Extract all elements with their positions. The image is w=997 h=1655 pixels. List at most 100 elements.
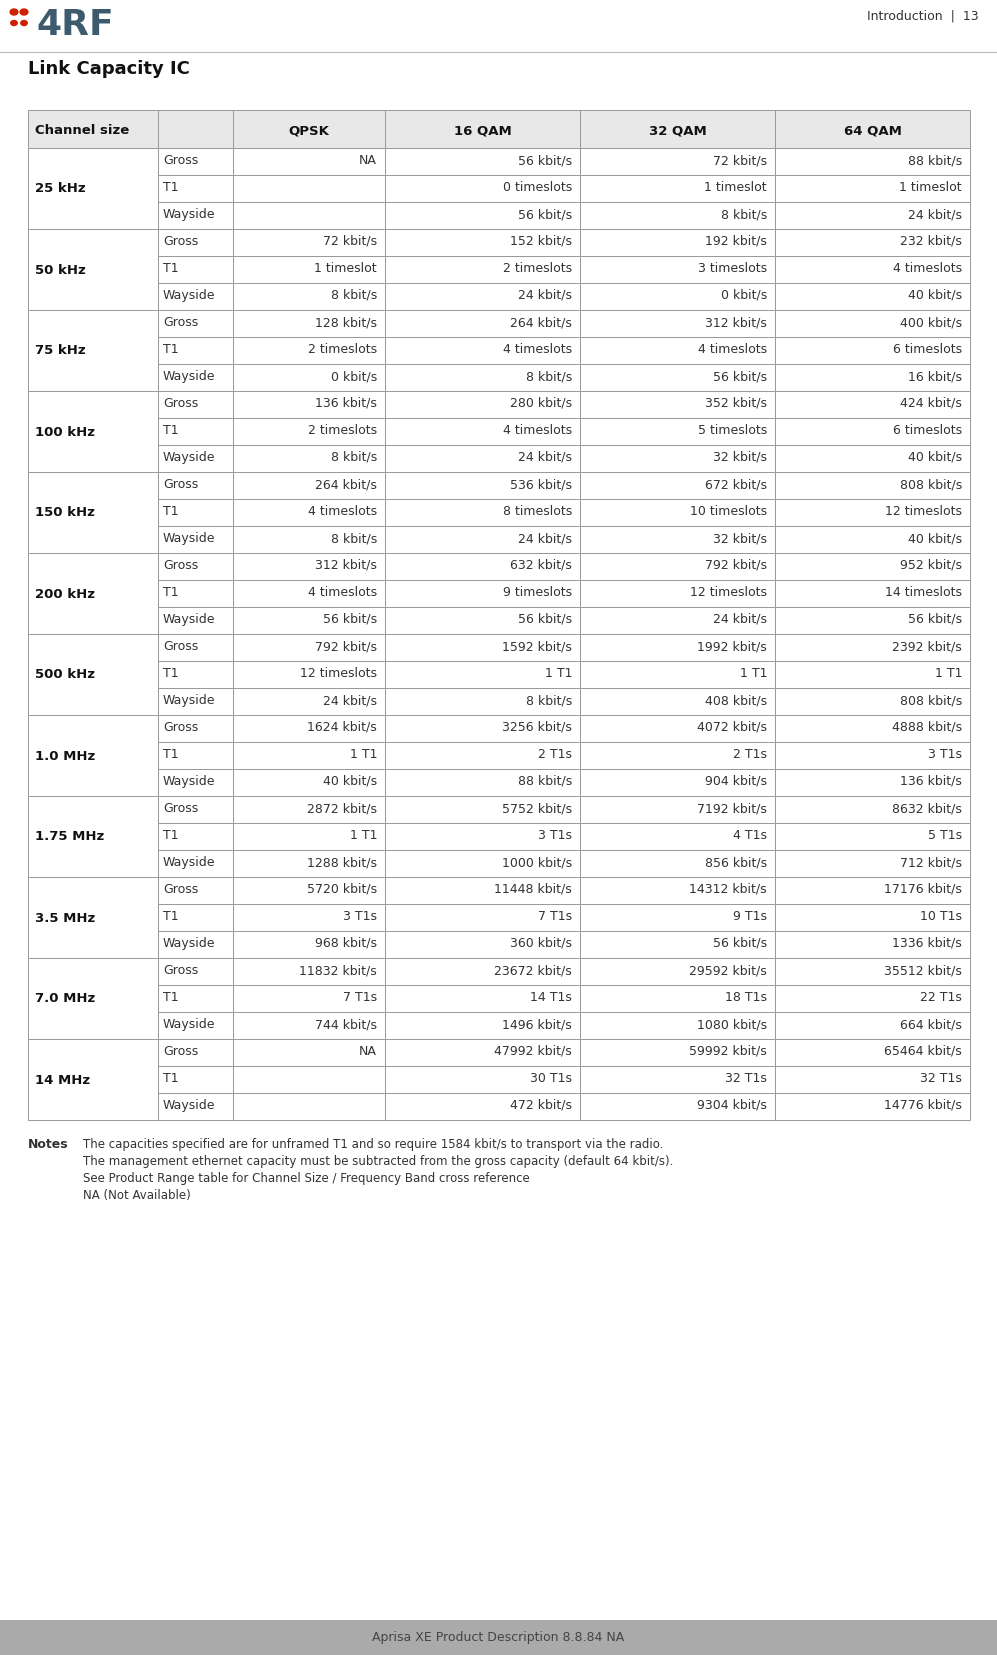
Bar: [775, 109, 970, 147]
Bar: [158, 1092, 233, 1120]
Ellipse shape: [11, 20, 17, 25]
Bar: [580, 877, 775, 904]
Text: 2 timeslots: 2 timeslots: [308, 343, 377, 356]
Text: 25 kHz: 25 kHz: [35, 182, 86, 195]
Text: 952 kbit/s: 952 kbit/s: [900, 559, 962, 573]
Bar: [385, 257, 580, 283]
Bar: [775, 553, 970, 579]
Bar: [0, 1620, 997, 1655]
Text: Wayside: Wayside: [163, 775, 215, 788]
Bar: [580, 741, 775, 770]
Text: Wayside: Wayside: [163, 693, 215, 707]
Text: Gross: Gross: [163, 154, 198, 167]
Bar: [580, 445, 775, 472]
Text: T1: T1: [163, 748, 178, 761]
Text: 1080 kbit/s: 1080 kbit/s: [697, 1018, 767, 1031]
Bar: [233, 109, 385, 147]
Text: 264 kbit/s: 264 kbit/s: [315, 478, 377, 492]
Text: 56 kbit/s: 56 kbit/s: [517, 154, 572, 167]
Text: 0 kbit/s: 0 kbit/s: [721, 290, 767, 301]
Bar: [158, 338, 233, 364]
Bar: [385, 1011, 580, 1039]
Text: Introduction  |  13: Introduction | 13: [867, 10, 979, 23]
Bar: [775, 741, 970, 770]
Bar: [28, 147, 158, 228]
Bar: [775, 364, 970, 391]
Text: 5752 kbit/s: 5752 kbit/s: [501, 803, 572, 814]
Text: Wayside: Wayside: [163, 1018, 215, 1031]
Text: 9 timeslots: 9 timeslots: [502, 586, 572, 599]
Text: T1: T1: [163, 424, 178, 437]
Bar: [775, 607, 970, 634]
Bar: [580, 851, 775, 877]
Bar: [28, 715, 158, 796]
Bar: [385, 715, 580, 741]
Text: 14 MHz: 14 MHz: [35, 1074, 90, 1086]
Text: 50 kHz: 50 kHz: [35, 263, 86, 276]
Text: 4 timeslots: 4 timeslots: [893, 261, 962, 275]
Bar: [385, 364, 580, 391]
Text: 424 kbit/s: 424 kbit/s: [900, 397, 962, 410]
Text: Link Capacity IC: Link Capacity IC: [28, 60, 189, 78]
Text: 1288 kbit/s: 1288 kbit/s: [307, 856, 377, 869]
Bar: [233, 932, 385, 958]
Bar: [385, 1066, 580, 1092]
Text: 4 timeslots: 4 timeslots: [308, 505, 377, 518]
Bar: [233, 823, 385, 851]
Bar: [385, 419, 580, 445]
Bar: [580, 985, 775, 1011]
Bar: [385, 1092, 580, 1120]
Text: 23672 kbit/s: 23672 kbit/s: [495, 963, 572, 976]
Text: T1: T1: [163, 586, 178, 599]
Bar: [775, 932, 970, 958]
Bar: [385, 147, 580, 175]
Bar: [385, 958, 580, 985]
Bar: [233, 851, 385, 877]
Text: 792 kbit/s: 792 kbit/s: [705, 559, 767, 573]
Bar: [233, 147, 385, 175]
Text: 1.75 MHz: 1.75 MHz: [35, 831, 105, 844]
Text: 32 kbit/s: 32 kbit/s: [713, 452, 767, 463]
Bar: [158, 202, 233, 228]
Text: 3 T1s: 3 T1s: [928, 748, 962, 761]
Text: Aprisa XE Product Description 8.8.84 NA: Aprisa XE Product Description 8.8.84 NA: [372, 1630, 625, 1643]
Text: T1: T1: [163, 180, 178, 194]
Bar: [385, 877, 580, 904]
Text: 4 timeslots: 4 timeslots: [308, 586, 377, 599]
Bar: [580, 391, 775, 419]
Text: Gross: Gross: [163, 1044, 198, 1058]
Bar: [775, 228, 970, 257]
Bar: [580, 175, 775, 202]
Bar: [28, 228, 158, 309]
Bar: [158, 958, 233, 985]
Bar: [385, 985, 580, 1011]
Text: 56 kbit/s: 56 kbit/s: [713, 371, 767, 382]
Text: 3256 kbit/s: 3256 kbit/s: [502, 722, 572, 735]
Text: 2 T1s: 2 T1s: [733, 748, 767, 761]
Bar: [775, 579, 970, 607]
Bar: [158, 1039, 233, 1066]
Text: 1000 kbit/s: 1000 kbit/s: [501, 856, 572, 869]
Text: 18 T1s: 18 T1s: [725, 991, 767, 1005]
Text: 24 kbit/s: 24 kbit/s: [713, 612, 767, 626]
Text: Gross: Gross: [163, 478, 198, 492]
Bar: [233, 500, 385, 526]
Text: The capacities specified are for unframed T1 and so require 1584 kbit/s to trans: The capacities specified are for unframe…: [83, 1139, 663, 1150]
Bar: [233, 391, 385, 419]
Text: 4 timeslots: 4 timeslots: [502, 343, 572, 356]
Text: Gross: Gross: [163, 963, 198, 976]
Text: QPSK: QPSK: [288, 124, 329, 137]
Text: 56 kbit/s: 56 kbit/s: [517, 612, 572, 626]
Text: Wayside: Wayside: [163, 209, 215, 222]
Bar: [775, 1039, 970, 1066]
Text: 1.0 MHz: 1.0 MHz: [35, 750, 96, 763]
Bar: [775, 877, 970, 904]
Bar: [580, 364, 775, 391]
Text: 8 timeslots: 8 timeslots: [502, 505, 572, 518]
Text: 59992 kbit/s: 59992 kbit/s: [689, 1044, 767, 1058]
Text: 280 kbit/s: 280 kbit/s: [509, 397, 572, 410]
Text: 10 T1s: 10 T1s: [920, 910, 962, 923]
Text: The management ethernet capacity must be subtracted from the gross capacity (def: The management ethernet capacity must be…: [83, 1155, 673, 1168]
Bar: [158, 579, 233, 607]
Text: 88 kbit/s: 88 kbit/s: [517, 775, 572, 788]
